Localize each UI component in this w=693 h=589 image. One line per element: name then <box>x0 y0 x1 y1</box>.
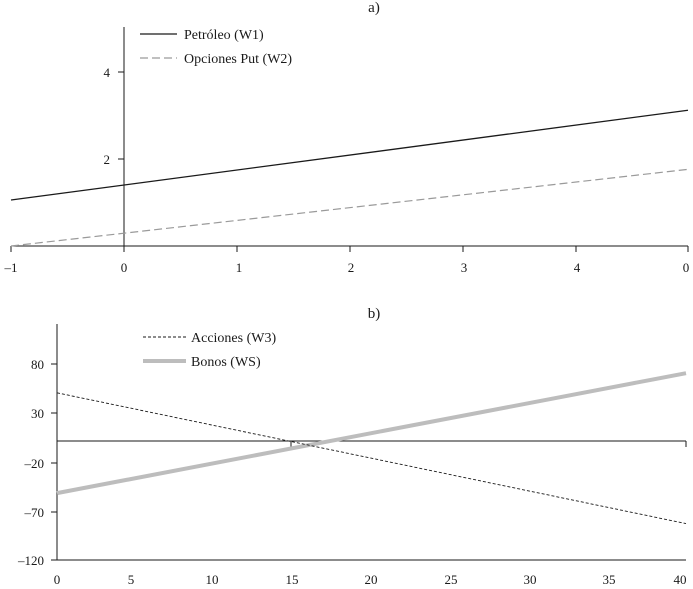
panel-a-y-tick-label: 4 <box>104 65 111 80</box>
panel-a-x-tick-label: 4 <box>574 260 581 275</box>
panel-b-x-tick-label: 30 <box>524 572 537 587</box>
panel-b-x-tick-label: 35 <box>603 572 616 587</box>
panel-a-title: a) <box>368 0 380 16</box>
panel-b-y-tick-label: –20 <box>24 456 45 471</box>
panel-b-y-tick-labels: 80 30 –20 –70 –120 <box>17 357 44 568</box>
panel-a-x-tick-labels: –1 0 1 2 3 4 0 <box>4 260 690 275</box>
legend-label-acciones: Acciones (W3) <box>191 331 276 346</box>
panel-a-x-tick-label: 2 <box>348 260 355 275</box>
panel-a-x-ticks <box>10 246 689 252</box>
panel-b: b) 80 30 –20 –70 –120 0 5 10 <box>17 306 687 587</box>
panel-b-title: b) <box>368 306 381 322</box>
panel-b-y-ticks <box>51 363 57 561</box>
panel-b-x-tick-label: 5 <box>128 572 135 587</box>
panel-a-legend: Petróleo (W1) Opciones Put (W2) <box>140 28 292 67</box>
series-line-petroleo <box>10 109 689 201</box>
panel-b-x-tick-labels: 0 5 10 15 20 25 30 35 40 <box>54 572 687 587</box>
panel-a-x-tick-label: 0 <box>683 260 690 275</box>
panel-b-x-ticks <box>290 441 687 447</box>
panel-b-y-tick-label: –120 <box>17 553 44 568</box>
panel-b-legend: Acciones (W3) Bonos (WS) <box>143 331 276 370</box>
legend-label-bonos: Bonos (WS) <box>191 355 261 370</box>
panel-b-y-tick-label: 80 <box>31 357 44 372</box>
panel-a-x-tick-label: 3 <box>461 260 468 275</box>
series-line-acciones <box>56 392 687 525</box>
panel-a-x-tick-label: 0 <box>121 260 128 275</box>
series-line-bonos <box>56 371 687 496</box>
panel-a: a) –1 0 1 2 3 4 0 2 4 <box>4 0 690 275</box>
panel-b-y-tick-label: 30 <box>31 406 44 421</box>
panel-b-x-tick-label: 20 <box>365 572 378 587</box>
panel-a-x-tick-label: 1 <box>236 260 243 275</box>
panel-b-y-tick-label: –70 <box>24 505 45 520</box>
panel-b-x-tick-label: 25 <box>445 572 458 587</box>
legend-label-petroleo: Petróleo (W1) <box>184 28 264 43</box>
panel-b-x-tick-label: 15 <box>286 572 299 587</box>
panel-b-x-tick-label: 10 <box>206 572 219 587</box>
panel-b-x-tick-label: 0 <box>54 572 61 587</box>
panel-b-x-tick-label: 40 <box>674 572 687 587</box>
series-line-opciones-put <box>10 168 689 247</box>
legend-label-opciones-put: Opciones Put (W2) <box>184 52 292 67</box>
panel-a-x-tick-label: –1 <box>4 260 18 275</box>
panel-a-y-tick-label: 2 <box>104 152 111 167</box>
